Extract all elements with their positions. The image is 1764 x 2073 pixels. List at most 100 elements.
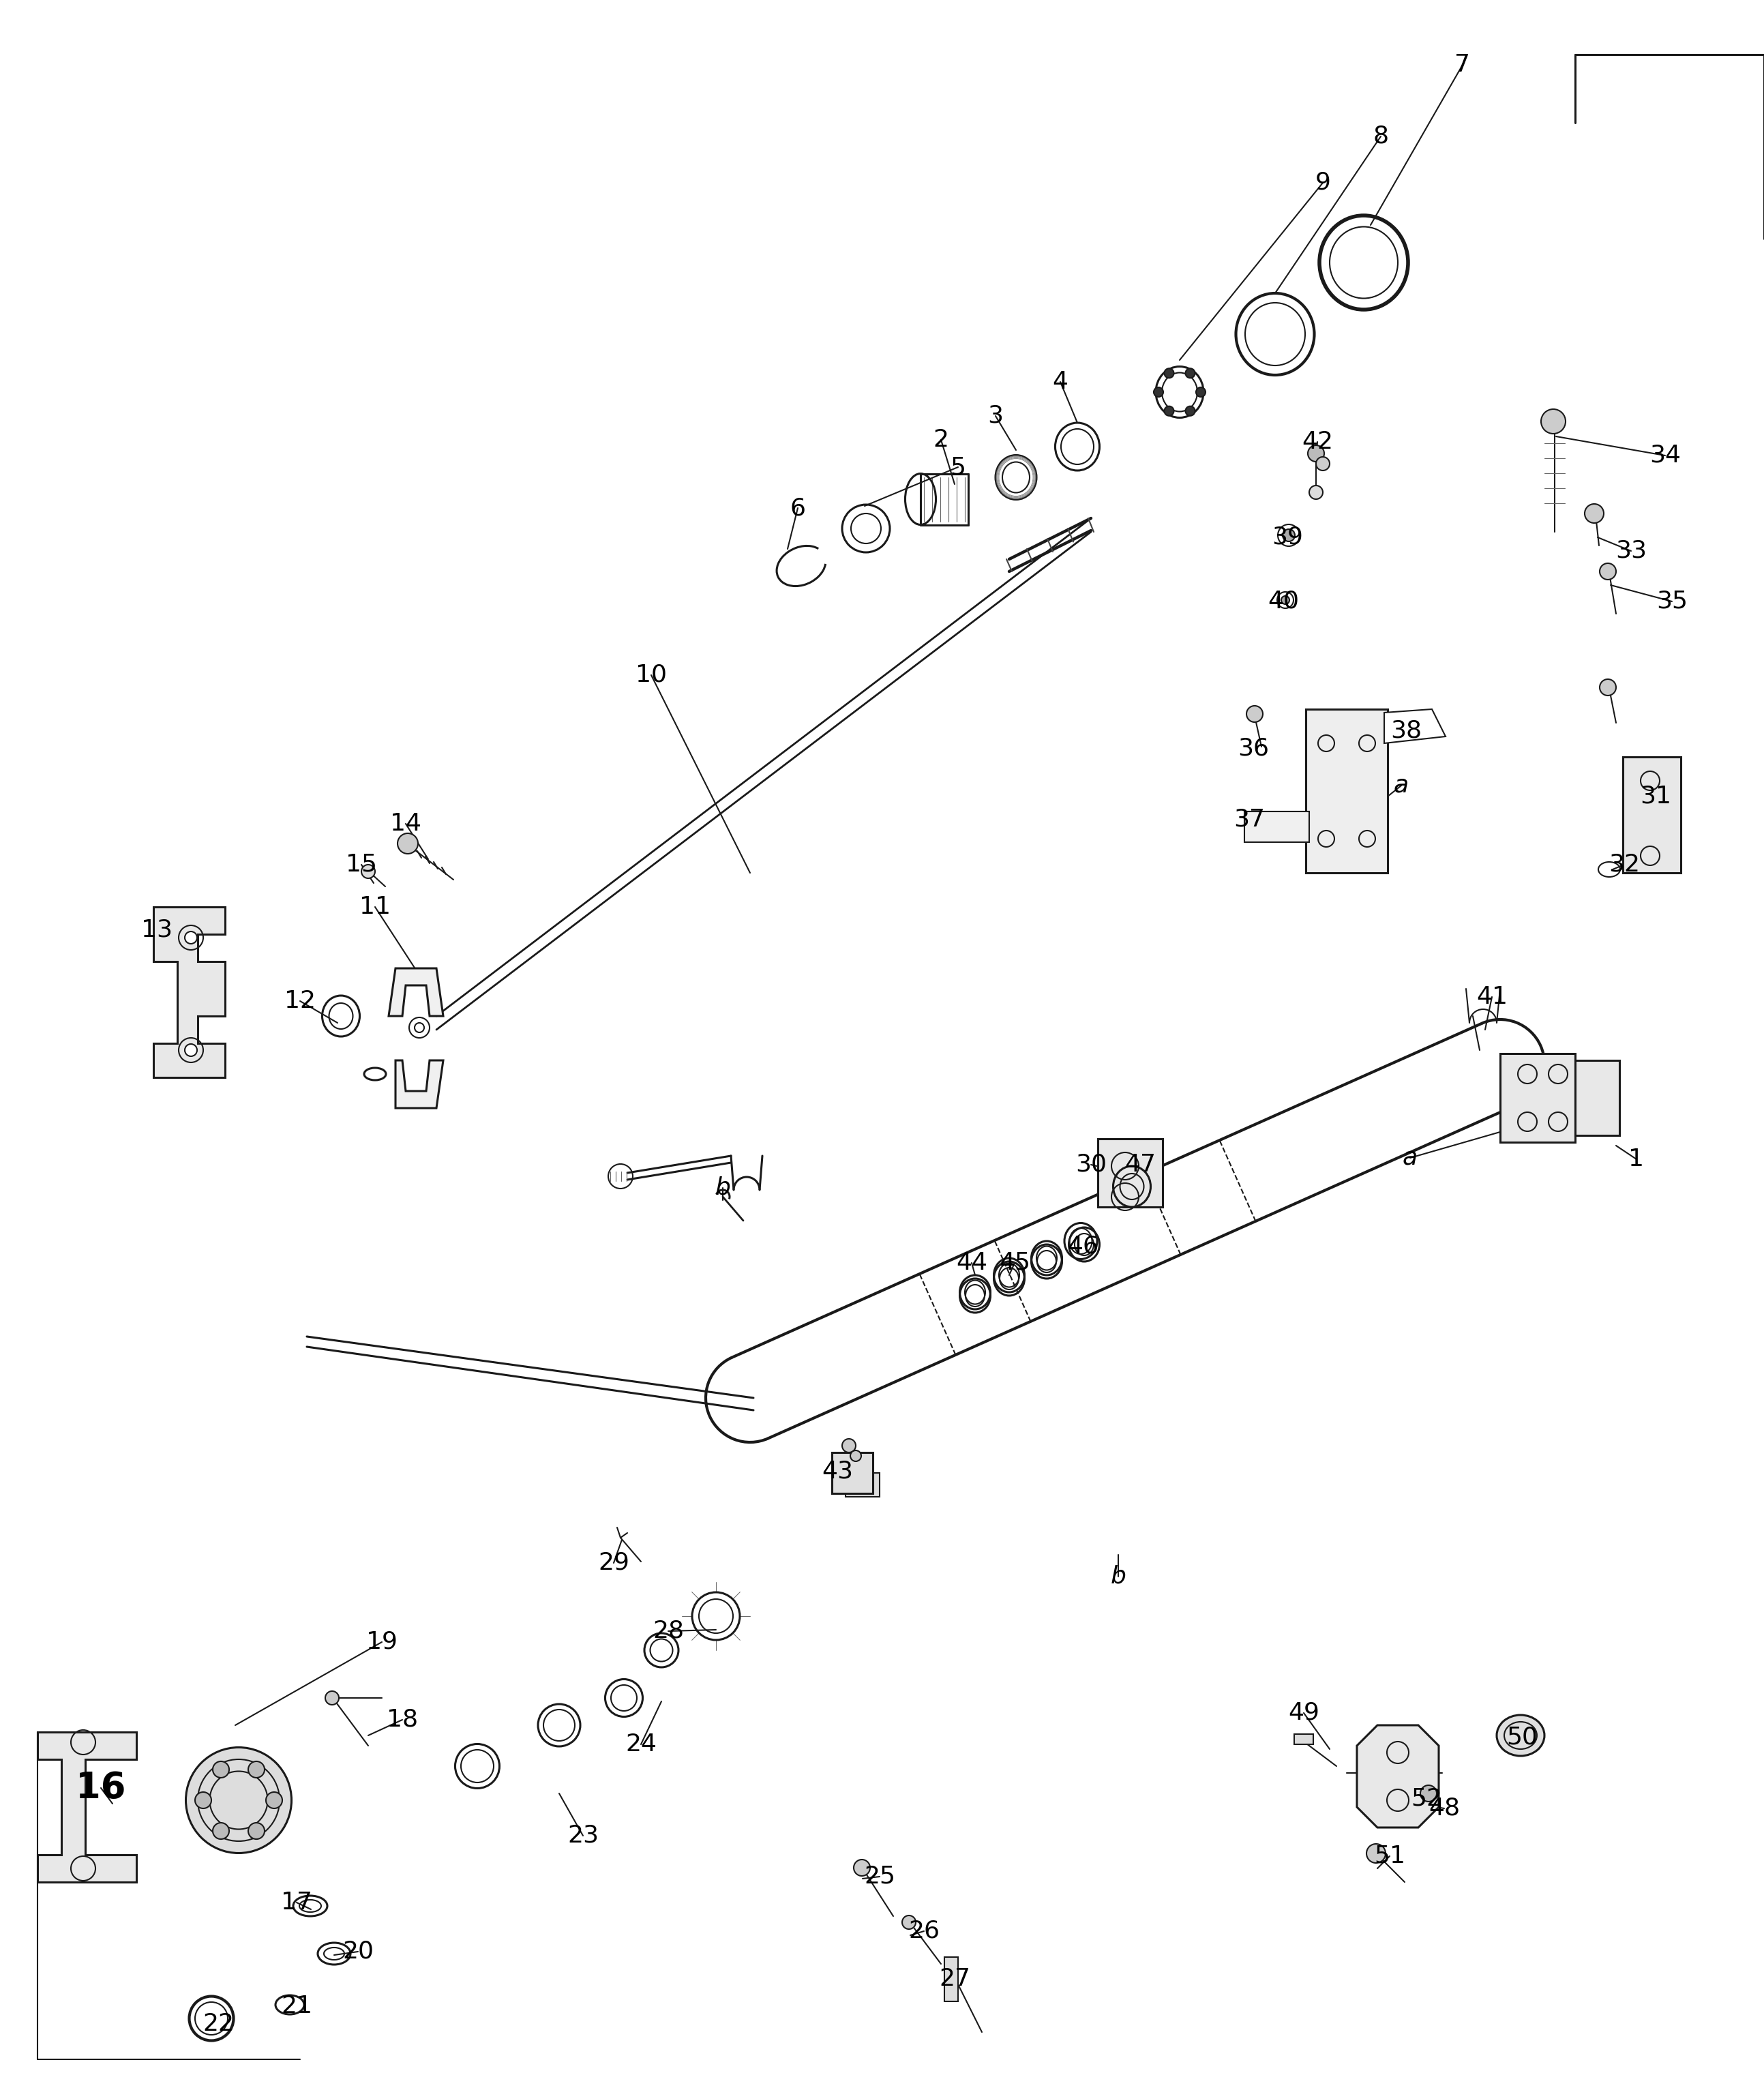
Bar [833,1453,873,1493]
Circle shape [249,1822,265,1839]
Circle shape [854,1859,870,1876]
Polygon shape [153,908,226,1078]
Bar [1295,1735,1312,1743]
Circle shape [1316,456,1330,471]
Polygon shape [395,1061,443,1109]
Text: 13: 13 [141,918,173,941]
Text: 39: 39 [1272,527,1304,549]
Text: 12: 12 [284,989,316,1012]
Text: 47: 47 [1124,1153,1155,1175]
Bar [1305,709,1388,873]
Circle shape [213,1822,229,1839]
Circle shape [1247,705,1263,721]
Bar [845,1474,880,1497]
Circle shape [1164,406,1173,417]
Text: 35: 35 [1656,591,1688,614]
Text: a: a [1394,773,1409,798]
Text: 14: 14 [390,813,422,835]
Text: 19: 19 [367,1631,397,1654]
Circle shape [1281,597,1289,603]
Text: 11: 11 [360,896,390,918]
Text: 15: 15 [346,854,377,877]
Text: 38: 38 [1390,719,1422,742]
Circle shape [249,1762,265,1779]
Text: 6: 6 [790,495,806,520]
Circle shape [213,1762,229,1779]
Circle shape [1600,680,1616,697]
Text: 49: 49 [1288,1702,1319,1725]
Bar [1499,1053,1575,1142]
Text: 31: 31 [1641,786,1671,808]
Text: 28: 28 [653,1619,684,1642]
Circle shape [1282,529,1295,541]
Circle shape [1307,446,1325,462]
Circle shape [1185,369,1194,377]
Bar [1623,757,1681,873]
Circle shape [1367,1843,1385,1864]
Text: 41: 41 [1476,985,1508,1010]
Circle shape [185,1045,198,1057]
Circle shape [266,1791,282,1808]
Polygon shape [1357,1725,1439,1828]
Text: 23: 23 [568,1824,598,1847]
Circle shape [196,1791,212,1808]
Circle shape [1542,408,1566,433]
Circle shape [1584,504,1603,522]
Text: 45: 45 [998,1252,1030,1275]
Circle shape [1124,1165,1140,1182]
Text: 8: 8 [1372,124,1388,147]
Bar [1097,1138,1162,1206]
Bar [1575,1061,1619,1136]
Text: 40: 40 [1268,591,1298,614]
Circle shape [1196,388,1205,396]
Circle shape [325,1692,339,1704]
Text: 48: 48 [1429,1797,1461,1820]
Text: 16: 16 [76,1770,125,1806]
Circle shape [415,1022,423,1032]
Text: 7: 7 [1455,54,1471,77]
Text: 21: 21 [280,1994,312,2017]
Circle shape [1309,485,1323,500]
Text: 46: 46 [1067,1236,1099,1258]
Circle shape [850,1451,861,1461]
Circle shape [397,833,418,854]
Text: 51: 51 [1374,1845,1406,1868]
Text: 30: 30 [1076,1153,1106,1175]
Circle shape [1154,388,1162,396]
Text: 36: 36 [1238,738,1268,761]
Circle shape [841,1439,856,1453]
Ellipse shape [185,1748,291,1853]
Bar [944,1957,958,2000]
Text: 20: 20 [342,1940,374,1963]
Text: a: a [1402,1146,1418,1169]
Ellipse shape [1496,1714,1545,1756]
Text: b: b [714,1175,730,1200]
Bar [1104,1146,1159,1200]
Text: 18: 18 [386,1708,418,1731]
Polygon shape [1385,709,1445,744]
Circle shape [362,864,376,879]
Circle shape [1420,1785,1436,1801]
Text: 52: 52 [1411,1787,1443,1810]
Text: b: b [1111,1565,1125,1588]
Circle shape [1164,369,1173,377]
Text: 33: 33 [1616,539,1648,562]
Circle shape [1600,564,1616,580]
Text: 10: 10 [635,663,667,686]
Text: 3: 3 [988,404,1004,427]
Text: 32: 32 [1609,854,1641,877]
Bar [1244,811,1309,842]
Text: 27: 27 [938,1967,970,1990]
Text: 42: 42 [1302,431,1334,454]
Text: 5: 5 [951,456,967,479]
Text: 43: 43 [822,1459,854,1482]
Text: 9: 9 [1314,172,1330,195]
Text: 17: 17 [280,1891,312,1913]
Text: 22: 22 [203,2013,235,2036]
Circle shape [185,931,198,943]
Circle shape [1185,406,1194,417]
Text: 44: 44 [956,1252,988,1275]
Text: 34: 34 [1649,444,1681,466]
Text: 26: 26 [908,1920,940,1942]
Text: 29: 29 [598,1551,630,1575]
